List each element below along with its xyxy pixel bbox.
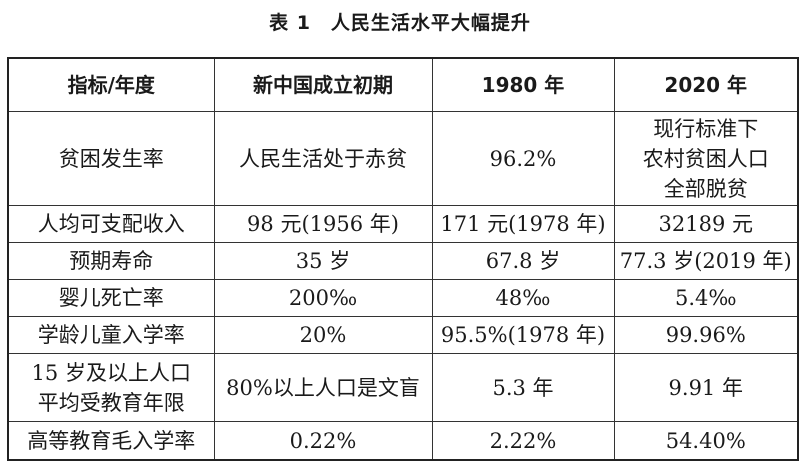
header-cell: 1980 年: [431, 57, 615, 112]
table-cell: 婴儿死亡率: [7, 279, 215, 317]
table-cell: 200‰: [213, 279, 433, 317]
table-cell: 80%以上人口是文盲: [213, 353, 433, 422]
header-cell: 新中国成立初期: [213, 57, 433, 112]
table-cell: 贫困发生率: [7, 111, 215, 206]
table-cell: 32189 元: [613, 205, 799, 243]
header-cell: 2020 年: [613, 57, 799, 112]
table-cell: 现行标准下 农村贫困人口 全部脱贫: [613, 111, 799, 206]
table-cell: 77.3 岁(2019 年): [613, 242, 799, 280]
table-row: 贫困发生率 人民生活处于赤贫 96.2% 现行标准下 农村贫困人口 全部脱贫: [7, 111, 799, 206]
table-cell: 0.22%: [213, 421, 433, 461]
table-row: 学龄儿童入学率 20% 95.5%(1978 年) 99.96%: [7, 316, 799, 354]
table-header-row: 指标/年度 新中国成立初期 1980 年 2020 年: [7, 57, 799, 112]
table-cell: 171 元(1978 年): [431, 205, 615, 243]
table-cell: 5.3 年: [431, 353, 615, 422]
table-cell: 9.91 年: [613, 353, 799, 422]
table-cell: 96.2%: [431, 111, 615, 206]
table-cell: 67.8 岁: [431, 242, 615, 280]
table-row: 高等教育毛入学率 0.22% 2.22% 54.40%: [7, 421, 799, 461]
table-row: 预期寿命 35 岁 67.8 岁 77.3 岁(2019 年): [7, 242, 799, 280]
table-cell: 98 元(1956 年): [213, 205, 433, 243]
table-row: 婴儿死亡率 200‰ 48‰ 5.4‰: [7, 279, 799, 317]
table-cell: 15 岁及以上人口 平均受教育年限: [7, 353, 215, 422]
table-cell: 预期寿命: [7, 242, 215, 280]
living-standards-table: 指标/年度 新中国成立初期 1980 年 2020 年 贫困发生率 人民生活处于…: [7, 57, 799, 461]
table-cell: 高等教育毛入学率: [7, 421, 215, 461]
table-cell: 人均可支配收入: [7, 205, 215, 243]
table-cell: 48‰: [431, 279, 615, 317]
table-row: 15 岁及以上人口 平均受教育年限 80%以上人口是文盲 5.3 年 9.91 …: [7, 353, 799, 422]
table-title: 表 1 人民生活水平大幅提升: [269, 12, 531, 34]
table-row: 人均可支配收入 98 元(1956 年) 171 元(1978 年) 32189…: [7, 205, 799, 243]
table-cell: 20%: [213, 316, 433, 354]
table-cell: 2.22%: [431, 421, 615, 461]
table-cell: 人民生活处于赤贫: [213, 111, 433, 206]
table-cell: 学龄儿童入学率: [7, 316, 215, 354]
header-cell: 指标/年度: [7, 57, 215, 112]
table-cell: 5.4‰: [613, 279, 799, 317]
table-cell: 95.5%(1978 年): [431, 316, 615, 354]
table-cell: 54.40%: [613, 421, 799, 461]
table-cell: 35 岁: [213, 242, 433, 280]
table-cell: 99.96%: [613, 316, 799, 354]
